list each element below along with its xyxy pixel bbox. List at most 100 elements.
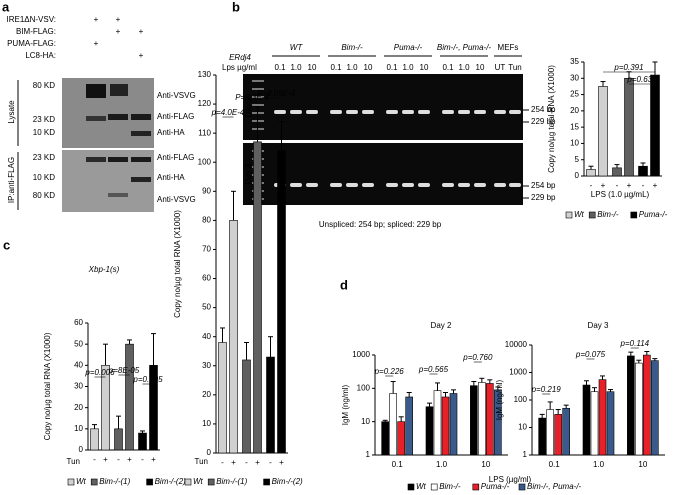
genotype-label: Bim-/- <box>341 43 363 52</box>
p-value: p=0.005 <box>132 375 163 384</box>
western-blot <box>62 78 154 212</box>
band <box>474 183 486 187</box>
error-bar <box>406 391 412 397</box>
bar <box>242 359 251 454</box>
bar <box>598 86 608 177</box>
day-label: Day 3 <box>244 163 253 184</box>
legend-label: Wt <box>416 482 427 491</box>
x-tick-label: 10 <box>638 460 647 469</box>
condition-label: PUMA-FLAG: <box>7 39 56 48</box>
error-bar <box>382 419 388 422</box>
legend-swatch <box>518 483 526 491</box>
bar <box>218 342 227 454</box>
y-tick-label: 10 <box>570 139 579 148</box>
dose-label: 1.0 <box>458 63 470 72</box>
x-tick-label: 0.1 <box>549 460 561 469</box>
error-bar <box>652 358 658 361</box>
y-tick-label: 20 <box>202 390 211 399</box>
band <box>418 110 430 114</box>
p-value: p=4.0E-4 <box>211 108 245 117</box>
group-label: IP:anti-FLAG <box>7 157 16 203</box>
y-tick-label: 10000 <box>505 340 528 349</box>
y-tick-label: 70 <box>202 245 211 254</box>
error-bar <box>547 401 553 410</box>
error-bar <box>127 339 132 345</box>
bar <box>266 356 275 454</box>
band <box>494 183 506 187</box>
bar <box>397 421 405 456</box>
p-value: p=8E-05 <box>108 366 140 375</box>
x-tick-label: + <box>103 455 108 464</box>
sign: + <box>116 15 121 24</box>
band <box>509 110 521 114</box>
bar <box>114 428 123 451</box>
dose-label: 10 <box>364 63 373 72</box>
error-bar <box>487 379 493 384</box>
error-bar <box>255 106 260 142</box>
legend-swatch <box>430 483 438 491</box>
size-label: 229 bp <box>531 193 556 202</box>
bar <box>389 393 397 456</box>
y-axis-label: Copy no/µg total RNA (X1000) <box>547 65 556 173</box>
bar <box>612 167 622 177</box>
band <box>458 110 470 114</box>
legend-swatch <box>90 478 98 486</box>
legend-swatch <box>207 478 215 486</box>
y-tick-label: 10 <box>361 417 370 426</box>
y-tick-label: 0 <box>575 171 580 180</box>
x-tick-label: - <box>93 455 96 464</box>
antibody-label: Anti-FLAG <box>157 153 194 162</box>
error-bar <box>390 381 396 394</box>
bar <box>125 343 134 451</box>
p-value: p=0.226 <box>374 367 405 376</box>
bar <box>598 379 607 456</box>
band <box>442 183 454 187</box>
band <box>494 110 506 114</box>
band <box>509 183 521 187</box>
y-tick-label: 10 <box>518 423 527 432</box>
y-axis-label: IgM (ng/ml) <box>341 384 350 425</box>
error-bar <box>116 415 121 429</box>
y-tick-label: 20 <box>570 106 579 115</box>
bar <box>405 396 413 456</box>
band <box>458 183 470 187</box>
x-tick-label: + <box>653 181 658 190</box>
error-bar <box>584 380 589 386</box>
y-tick-label: 25 <box>570 90 579 99</box>
legend-label: Wt <box>574 210 585 219</box>
legend-swatch <box>146 478 153 486</box>
bar <box>627 355 635 456</box>
bar <box>554 414 562 456</box>
genotype-label: Bim-/-, Puma-/- <box>437 43 492 52</box>
band <box>442 110 454 114</box>
antibody-label: Anti-HA <box>157 128 185 137</box>
legend-label: Bim-/-(2) <box>272 477 303 486</box>
chart-title: ERdj4 <box>229 53 251 62</box>
error-bar <box>652 61 658 76</box>
error-bar <box>268 336 273 358</box>
error-bar <box>640 162 646 167</box>
y-tick-label: 40 <box>74 360 83 369</box>
bar <box>486 383 494 456</box>
band <box>474 110 486 114</box>
panel-letter: b <box>232 0 240 14</box>
error-bar <box>103 343 108 366</box>
bar <box>586 169 596 177</box>
ladder-band <box>252 88 264 90</box>
y-tick-label: 20 <box>74 403 83 412</box>
bar <box>433 390 442 456</box>
y-tick-label: 60 <box>202 274 211 283</box>
group-label: Lysate <box>7 100 16 124</box>
mw-marker: 23 KD <box>33 153 55 162</box>
x-tick-label: + <box>231 458 236 467</box>
x-tick-label: + <box>127 455 132 464</box>
y-tick-label: 10 <box>202 419 211 428</box>
x-axis-label: LPS (µg/ml) <box>489 475 532 484</box>
x-tick-label: 1.0 <box>593 460 605 469</box>
antibody-label: Anti-VSVG <box>157 91 196 100</box>
error-bar <box>563 404 569 409</box>
y-tick-label: 110 <box>198 128 211 137</box>
y-axis-label: IgM (ng/ml) <box>495 379 504 420</box>
band <box>402 110 414 114</box>
